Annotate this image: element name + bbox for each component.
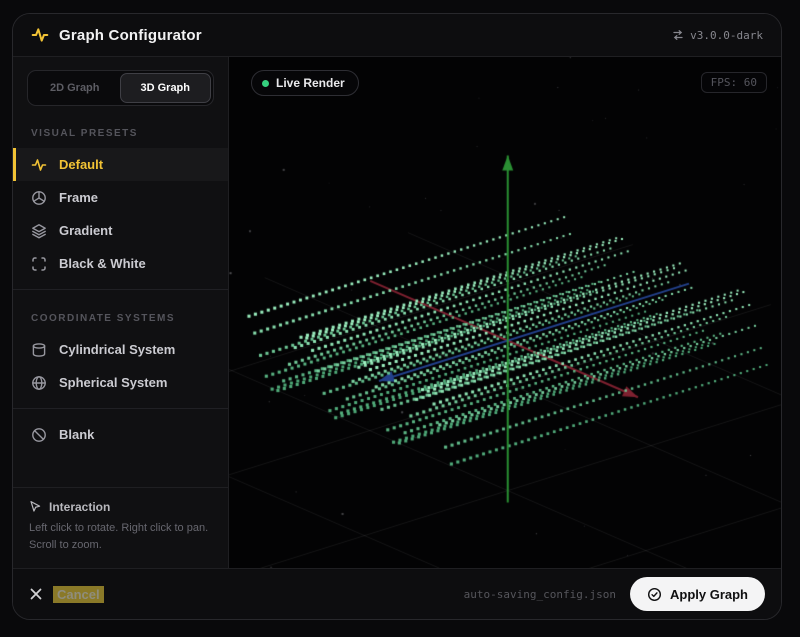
- render-viewport: Live Render FPS: 60: [229, 57, 781, 568]
- section-label-visual-presets: VISUAL PRESETS: [31, 128, 138, 139]
- cancel-label: Cancel: [53, 585, 104, 603]
- scan-icon: [32, 256, 46, 271]
- sidebar-item-label: Frame: [59, 190, 99, 205]
- layers-icon: [32, 223, 46, 239]
- sidebar-item-black-white[interactable]: Black & White: [13, 247, 228, 280]
- interaction-hint: Interaction Left click to rotate. Right …: [13, 486, 228, 568]
- header: Graph Configurator v3.0.0-dark: [13, 14, 781, 57]
- sidebar-item-label: Cylindrical System: [59, 342, 176, 357]
- version-badge: v3.0.0-dark: [672, 29, 763, 42]
- check-circle-icon: [647, 587, 661, 601]
- interaction-title: Interaction: [49, 499, 111, 514]
- globe-icon: [32, 375, 46, 390]
- cancel-button[interactable]: Cancel: [29, 585, 104, 603]
- activity-logo-icon: [31, 28, 49, 42]
- section-label-coordinate-systems: COORDINATE SYSTEMS: [31, 313, 176, 324]
- orb-icon: [32, 190, 46, 205]
- live-render-label: Live Render: [276, 76, 345, 90]
- sidebar-item-spherical-system[interactable]: Spherical System: [13, 366, 228, 399]
- sidebar-item-label: Gradient: [59, 223, 113, 238]
- sidebar-item-label: Default: [59, 157, 104, 172]
- activity-icon: [31, 158, 47, 171]
- live-render-badge: Live Render: [251, 70, 359, 96]
- toggle-3d-graph[interactable]: 3D Graph: [119, 73, 211, 103]
- sidebar: 2D Graph 3D Graph VISUAL PRESETS Default…: [13, 57, 229, 568]
- sidebar-divider: [13, 289, 228, 290]
- config-filename: auto-saving_config.json: [463, 587, 616, 601]
- footer: Cancel auto-saving_config.json Apply Gra…: [13, 568, 781, 619]
- sidebar-item-gradient[interactable]: Gradient: [13, 214, 228, 247]
- toggle-2d-graph[interactable]: 2D Graph: [49, 82, 100, 94]
- app-title: Graph Configurator: [59, 26, 202, 44]
- apply-graph-label: Apply Graph: [669, 586, 748, 602]
- graph-configurator-window: Graph Configurator v3.0.0-dark 2D Graph …: [12, 13, 782, 620]
- sidebar-item-label: Spherical System: [59, 375, 168, 390]
- cylinder-icon: [32, 342, 46, 357]
- version-label: v3.0.0-dark: [690, 28, 763, 42]
- fps-badge: FPS: 60: [700, 72, 767, 93]
- render-canvas[interactable]: [229, 57, 781, 568]
- compare-arrows-icon: [673, 30, 683, 40]
- sidebar-item-blank[interactable]: Blank: [13, 418, 228, 451]
- sidebar-item-label: Blank: [59, 427, 95, 442]
- graph-mode-toggle: 2D Graph 3D Graph: [27, 70, 214, 106]
- sidebar-item-default[interactable]: Default: [13, 148, 228, 181]
- sidebar-item-frame[interactable]: Frame: [13, 181, 228, 214]
- apply-graph-button[interactable]: Apply Graph: [629, 577, 765, 611]
- sidebar-item-cylindrical-system[interactable]: Cylindrical System: [13, 333, 228, 366]
- cursor-icon: [30, 501, 41, 513]
- sidebar-divider: [13, 408, 228, 409]
- close-icon: [30, 588, 42, 600]
- live-status-dot-icon: [262, 79, 269, 87]
- interaction-body: Left click to rotate. Right click to pan…: [29, 521, 209, 551]
- sidebar-item-label: Black & White: [59, 256, 146, 271]
- main-area: 2D Graph 3D Graph VISUAL PRESETS Default…: [13, 57, 781, 568]
- ban-icon: [32, 427, 46, 442]
